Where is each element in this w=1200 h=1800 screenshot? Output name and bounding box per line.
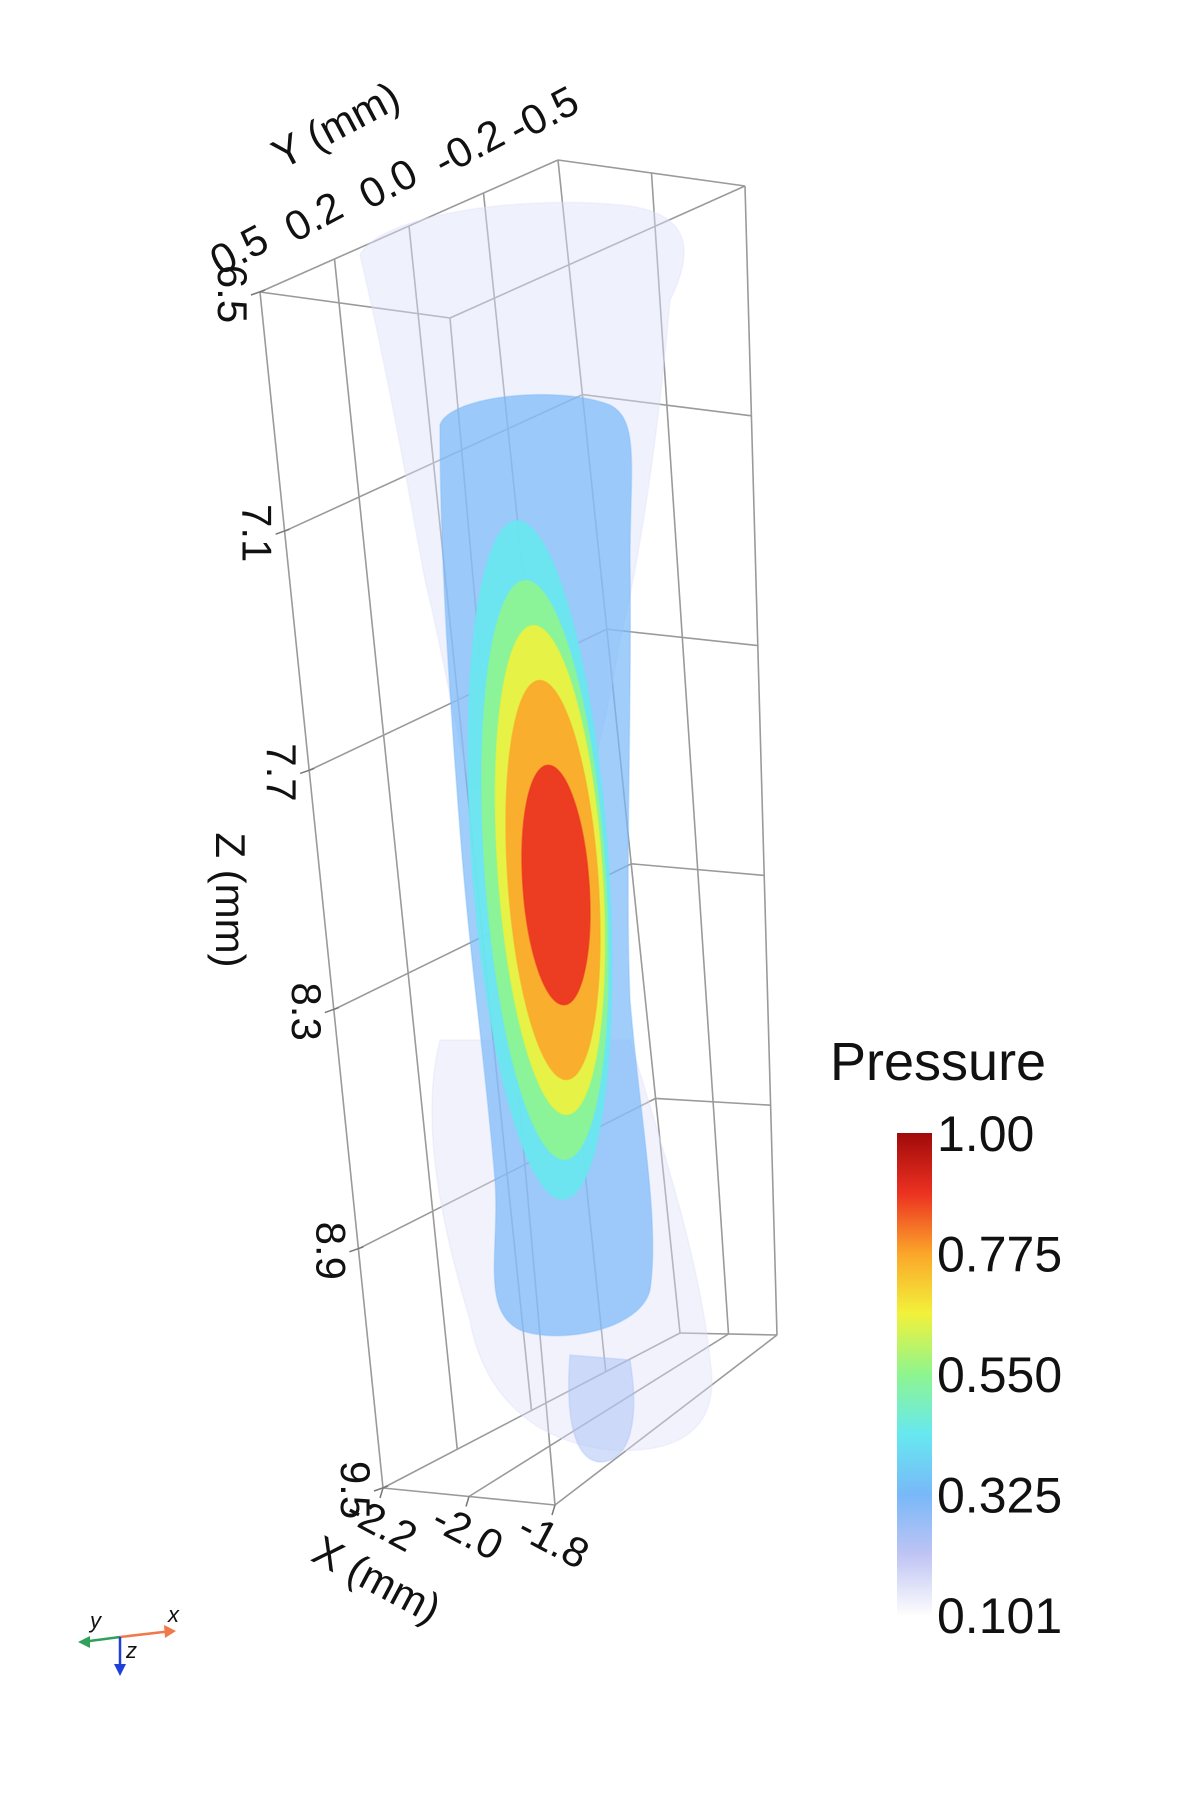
z-tick-mark: [324, 1006, 340, 1014]
isosurface-stub: [568, 1354, 635, 1463]
triad-x-arrow: [119, 1629, 173, 1639]
z-tick-mark: [275, 528, 290, 535]
triad-x-arrowhead: [164, 1625, 176, 1638]
box-edge: [554, 1334, 778, 1506]
colorbar: Pressure 1.00 0.775 0.550 0.325 0.101: [830, 1032, 1062, 1644]
colorbar-ticks: 1.00 0.775 0.550 0.325 0.101: [937, 1106, 1062, 1644]
triad-y-arrowhead: [78, 1636, 90, 1648]
x-tick-mark: [551, 1504, 556, 1516]
z-axis-ticks: 6.5 7.1 7.7 8.3 8.9 9.5: [209, 265, 389, 1519]
z-tick-mark: [373, 1485, 389, 1492]
box-edge: [259, 291, 384, 1489]
z-tick-mark: [349, 1246, 364, 1253]
y-tick-label: -0.5: [500, 76, 586, 151]
x-tick-mark: [379, 1487, 384, 1499]
colorbar-tick-label: 1.00: [937, 1106, 1034, 1162]
box-edge: [449, 185, 746, 319]
triad-x-label: x: [167, 1602, 180, 1627]
z-axis-label: Z (mm): [207, 832, 254, 967]
colorbar-scale: [897, 1133, 932, 1615]
z-tick-label: 6.5: [209, 265, 256, 323]
colorbar-tick-label: 0.325: [937, 1468, 1062, 1524]
z-tick-mark: [299, 767, 315, 775]
x-tick-label: -1.8: [511, 1502, 597, 1577]
orientation-triad: x y z: [78, 1602, 180, 1676]
colorbar-tick-label: 0.550: [937, 1347, 1062, 1403]
isosurface-level-0-89: [521, 764, 591, 1006]
pressure-isosurfaces: [359, 201, 713, 1463]
box-edge: [744, 185, 778, 1336]
y-tick-label: 0.0: [351, 149, 425, 218]
z-tick-label: 7.1: [234, 504, 281, 562]
triad-z-label: z: [125, 1638, 137, 1663]
z-tick-label: 9.5: [332, 1461, 379, 1519]
y-tick-label: -0.2: [426, 109, 512, 184]
grid-line: [333, 258, 459, 1450]
grid-line: [650, 172, 730, 1335]
colorbar-title: Pressure: [830, 1032, 1046, 1092]
triad-y-label: y: [88, 1608, 103, 1633]
z-tick-label: 8.9: [307, 1222, 354, 1280]
x-tick-label: -2.0: [425, 1494, 511, 1569]
x-tick-mark: [465, 1496, 470, 1507]
z-tick-mark: [250, 289, 266, 296]
z-tick-label: 8.3: [283, 982, 330, 1040]
colorbar-tick-label: 0.775: [937, 1227, 1062, 1283]
colorbar-tick-label: 0.101: [937, 1588, 1062, 1644]
z-tick-label: 7.7: [258, 743, 305, 801]
y-tick-label: 0.2: [277, 182, 351, 251]
triad-z-arrowhead: [114, 1664, 126, 1676]
